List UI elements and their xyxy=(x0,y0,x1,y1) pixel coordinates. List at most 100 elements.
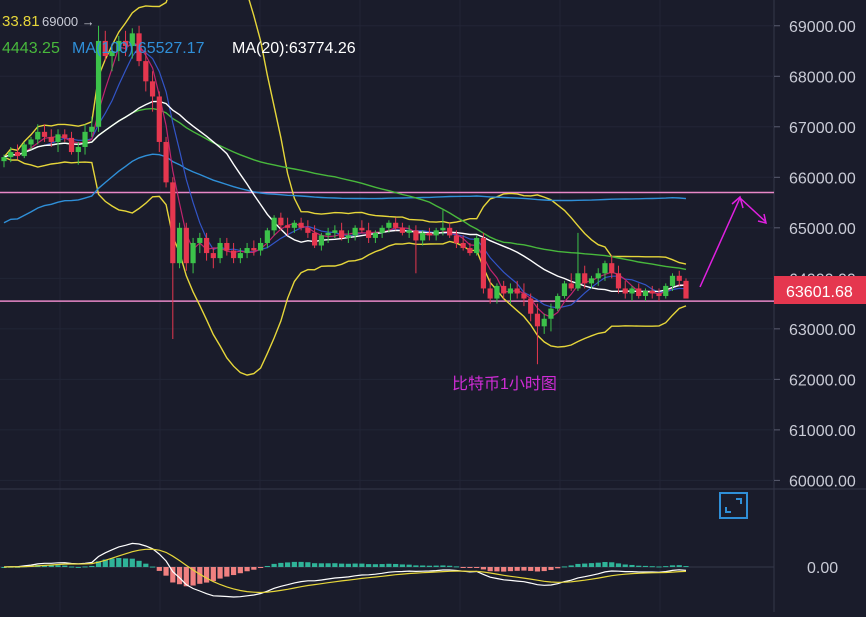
macd-bar xyxy=(237,567,243,574)
candle-body xyxy=(244,248,250,254)
candle-body xyxy=(548,308,554,319)
expand-panel-button[interactable] xyxy=(719,492,748,519)
candle-body xyxy=(480,237,487,289)
candle-body xyxy=(14,152,21,157)
y-tick-label: 68000.00 xyxy=(789,69,856,86)
candle-body xyxy=(122,40,129,46)
candle-body xyxy=(190,242,196,264)
candle-body xyxy=(210,253,216,259)
macd-bar xyxy=(676,565,682,567)
macd-bar xyxy=(136,560,142,567)
macd-bar xyxy=(426,565,433,567)
macd-bar xyxy=(447,565,453,567)
macd-bar xyxy=(507,567,514,572)
bollinger-upper xyxy=(3,0,687,265)
candle-body xyxy=(359,227,365,231)
candle-body xyxy=(447,227,453,236)
macd-bar xyxy=(588,563,595,567)
candle-body xyxy=(251,248,257,251)
ma20-label: MA(20):63774.26 xyxy=(232,40,356,57)
y-tick-label: 67000.00 xyxy=(789,120,856,137)
y-tick-label: 69000.00 xyxy=(789,19,856,36)
macd-bar xyxy=(244,567,250,572)
candle-body xyxy=(568,283,574,289)
candle-body xyxy=(217,242,223,259)
macd-bar xyxy=(669,565,676,567)
candle-body xyxy=(413,230,419,241)
candle-body xyxy=(278,217,284,226)
candle-body xyxy=(420,232,426,241)
macd-bar xyxy=(298,561,304,567)
macd-bar xyxy=(95,561,102,567)
expand-icon xyxy=(725,498,742,513)
macd-bar xyxy=(366,564,372,567)
macd-bar xyxy=(312,563,318,567)
candle-body xyxy=(534,313,541,327)
macd-bar xyxy=(467,567,473,568)
macd-bar xyxy=(433,565,439,567)
candle-body xyxy=(642,290,649,297)
macd-bar xyxy=(224,567,230,577)
top-alert: 69000 → xyxy=(42,14,95,29)
macd-bar xyxy=(683,566,689,568)
macd-bar xyxy=(541,567,547,572)
macd-bar xyxy=(291,561,297,567)
macd-bar xyxy=(203,567,210,583)
candle-body xyxy=(1,157,7,162)
macd-bar xyxy=(170,567,176,583)
macd-bar xyxy=(149,566,156,568)
macd-bar xyxy=(649,566,655,568)
candle-body xyxy=(474,237,480,254)
macd-bar xyxy=(190,567,196,586)
macd-bar xyxy=(183,567,189,587)
candle-body xyxy=(575,273,581,289)
macd-bar xyxy=(413,565,419,567)
macd-bar xyxy=(379,564,385,567)
candle-body xyxy=(197,237,203,243)
candle-body xyxy=(170,182,176,264)
candle-body xyxy=(521,293,527,299)
candle-body xyxy=(372,232,378,238)
macd-dea-line xyxy=(3,548,687,594)
candle-body xyxy=(339,230,345,238)
candle-body xyxy=(494,285,500,299)
candle-body xyxy=(102,40,108,57)
macd-bar xyxy=(406,564,412,567)
macd-bar xyxy=(89,565,95,567)
candle-body xyxy=(230,250,237,259)
macd-bar xyxy=(278,562,284,567)
macd-bar xyxy=(582,563,588,567)
candle-body xyxy=(163,141,169,183)
macd-bar xyxy=(561,566,568,568)
macd-dif-line xyxy=(3,542,687,598)
candle-body xyxy=(487,288,493,299)
macd-bar xyxy=(325,563,331,567)
macd-bar xyxy=(575,563,581,567)
candle-body xyxy=(622,288,628,294)
candle-body xyxy=(595,273,601,279)
macd-bar xyxy=(332,563,338,567)
candle-body xyxy=(656,293,662,297)
bollinger-lower xyxy=(3,156,687,376)
y-tick-label: 61000.00 xyxy=(789,423,856,440)
macd-bar xyxy=(642,565,649,567)
macd-bar xyxy=(440,565,446,567)
macd-bar xyxy=(264,565,270,567)
candle-body xyxy=(399,227,405,233)
forecast-path xyxy=(699,196,767,288)
macd-bar xyxy=(62,565,68,567)
candle-body xyxy=(89,126,95,132)
macd-bar xyxy=(595,562,601,567)
macd-bar xyxy=(285,562,291,567)
candle-body xyxy=(41,131,48,137)
candle-body xyxy=(129,33,135,46)
candle-body xyxy=(669,275,676,286)
candle-body xyxy=(95,40,102,127)
candle-body xyxy=(62,134,68,138)
candle-body xyxy=(460,242,466,249)
candle-body xyxy=(541,318,547,327)
price-tag xyxy=(774,276,866,304)
macd-bar xyxy=(372,564,378,567)
